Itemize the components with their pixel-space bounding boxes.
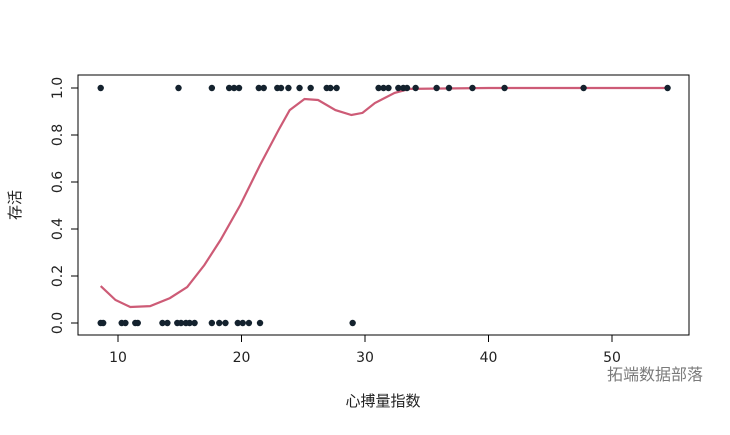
data-point [349, 319, 356, 327]
data-point [403, 84, 411, 92]
data-point [375, 84, 382, 92]
x-tick-label: 50 [603, 350, 621, 366]
data-point [412, 84, 419, 92]
y-axis: 0.0 0.2 0.4 0.6 0.8 1.0 [50, 77, 79, 334]
data-point [99, 319, 107, 327]
data-point [296, 84, 303, 92]
data-point [307, 84, 314, 92]
plot-frame [77, 74, 690, 336]
data-point [175, 84, 182, 92]
data-point [97, 84, 104, 92]
data-point [380, 84, 387, 92]
data-point [501, 84, 508, 92]
x-tick-label: 30 [356, 350, 374, 366]
data-point [395, 84, 402, 92]
y-tick-label: 0.6 [50, 171, 66, 193]
data-point [164, 319, 171, 327]
y-axis-label: 存活 [6, 190, 24, 220]
data-point [256, 319, 264, 327]
x-tick-label: 10 [109, 350, 127, 366]
data-point [260, 84, 267, 92]
data-point [234, 319, 241, 327]
x-axis-label: 心搏量指数 [345, 392, 420, 410]
data-point [177, 319, 185, 327]
data-point [277, 84, 285, 92]
points [97, 84, 671, 327]
y-tick-label: 0.0 [50, 312, 66, 334]
data-point [191, 319, 198, 327]
data-point [122, 319, 129, 327]
data-point [230, 84, 238, 92]
y-tick-label: 0.8 [50, 124, 66, 146]
data-point [664, 84, 671, 92]
y-tick-label: 1.0 [50, 77, 66, 99]
data-point [327, 84, 334, 92]
x-tick-label: 40 [480, 350, 498, 366]
data-point [445, 84, 453, 92]
data-point [208, 319, 216, 327]
data-point [222, 319, 229, 327]
smooth-curve [99, 86, 668, 309]
x-tick-label: 20 [233, 350, 251, 366]
data-point [239, 319, 246, 327]
data-point [333, 84, 340, 92]
data-point [134, 319, 141, 327]
y-tick-label: 0.2 [50, 265, 66, 287]
data-point [433, 84, 440, 92]
data-point [216, 319, 223, 327]
data-point [208, 84, 216, 92]
y-tick-label: 0.4 [50, 218, 66, 240]
data-point [245, 319, 253, 327]
data-point [469, 84, 476, 92]
data-point [225, 84, 233, 92]
watermark: 拓端数据部落 [607, 365, 703, 384]
data-point [385, 84, 392, 92]
data-point [255, 84, 262, 92]
data-point [235, 84, 243, 92]
data-point [186, 319, 193, 327]
data-point [580, 84, 587, 92]
data-point [285, 84, 292, 92]
x-axis: 10 20 30 40 50 [109, 334, 621, 366]
data-point [159, 319, 166, 327]
